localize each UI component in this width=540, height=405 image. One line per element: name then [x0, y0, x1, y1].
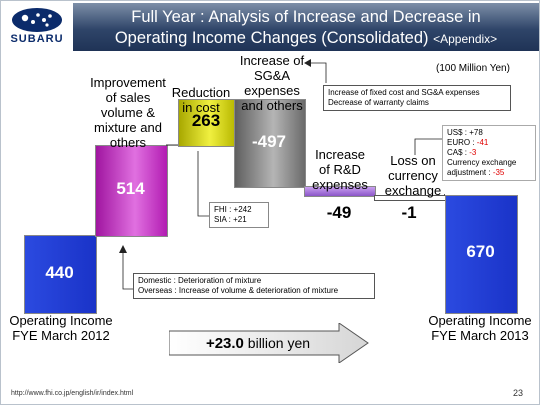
label-improvement-line: volume & — [100, 105, 156, 120]
brand-name: SUBARU — [10, 33, 64, 45]
fx-euro-label: EURO : — [447, 138, 477, 147]
waterfall-bar — [234, 99, 306, 188]
fx-ca-value: -3 — [469, 148, 477, 157]
label-fx-line: exchange — [384, 183, 442, 198]
fx-adj-value: -35 — [492, 168, 505, 177]
label-improvement-line: of sales — [105, 90, 151, 105]
label-sga: Increase of SG&A expenses and others — [227, 53, 317, 113]
bar-value-label: -1 — [401, 202, 417, 222]
label-start-line: FYE March 2012 — [12, 328, 110, 343]
unit-label: (100 Million Yen) — [436, 63, 510, 74]
waterfall-bar — [95, 145, 168, 237]
waterfall-bar — [445, 194, 518, 314]
label-rd-line: Increase — [315, 147, 365, 162]
label-improvement-line: mixture and — [94, 120, 162, 135]
page-title-line2-text: Operating Income Changes (Consolidated) — [114, 29, 429, 47]
page-title-line2: Operating Income Changes (Consolidated) … — [73, 29, 539, 48]
note-line: Overseas : Increase of volume & deterior… — [138, 286, 339, 295]
note-line: Currency exchange — [447, 158, 517, 167]
sga-leader-line — [311, 62, 327, 83]
bar-value-label: -49 — [326, 202, 352, 222]
appendix-tag: <Appendix> — [433, 32, 498, 46]
mixture-leader-arrow — [119, 245, 127, 253]
sga-leader-arrow — [304, 59, 311, 67]
note-line: FHI : +242 — [214, 205, 252, 214]
total-change-label: +23.0 billion yen — [173, 335, 343, 352]
note-line: SIA : +21 — [214, 215, 247, 224]
title-banner: Full Year : Analysis of Increase and Dec… — [73, 3, 539, 51]
subaru-logo: SUBARU — [5, 7, 69, 49]
note-line: EURO : -41 — [447, 138, 531, 148]
label-cost: Reduction in cost — [166, 85, 236, 115]
total-change-arrow-icon — [169, 323, 369, 363]
label-cost-line: Reduction — [171, 85, 231, 100]
label-cost-line: in cost — [182, 100, 220, 115]
note-line: Decrease of warranty claims — [328, 98, 429, 107]
fx-leader-line — [414, 138, 442, 155]
pleiades-emblem-icon — [12, 8, 62, 32]
label-fx: Loss on currency exchange — [373, 153, 453, 198]
total-change-value: 23.0 — [214, 335, 244, 352]
mixture-leader-line — [122, 249, 133, 290]
mixture-note: Domestic : Deterioration of mixture Over… — [133, 273, 375, 299]
label-improvement: Improvement of sales volume & mixture an… — [83, 75, 173, 150]
cost-breakdown-note: FHI : +242 SIA : +21 — [209, 202, 269, 228]
waterfall-bar — [304, 186, 376, 197]
footer-url[interactable]: http://www.fhi.co.jp/english/ir/index.ht… — [11, 390, 134, 397]
page-number: 23 — [513, 388, 524, 398]
bar-value-label: 263 — [191, 111, 221, 131]
bar-value-label: 670 — [466, 242, 495, 262]
note-line: CA$ : -3 — [447, 148, 531, 158]
fx-note: US$ : +78 EURO : -41 CA$ : -3 Currency e… — [442, 125, 536, 181]
label-start: Operating Income FYE March 2012 — [3, 313, 119, 343]
bar-value-label: -497 — [251, 131, 287, 151]
label-sga-line: SG&A — [253, 68, 291, 83]
cost-leader-line — [197, 151, 209, 217]
fx-euro-value: -41 — [476, 138, 489, 147]
fx-ca-label: CA$ : — [447, 148, 470, 157]
label-end-line: Operating Income — [428, 313, 532, 328]
label-start-line: Operating Income — [9, 313, 113, 328]
bar-value-label: 514 — [116, 179, 145, 199]
fx-adj-label: adjustment : — [447, 168, 493, 177]
note-line: Domestic : Deterioration of mixture — [138, 276, 262, 285]
total-change-suffix: billion yen — [243, 335, 311, 351]
label-fx-line: currency — [388, 168, 438, 183]
waterfall-bar — [24, 235, 97, 314]
label-end: Operating Income FYE March 2013 — [421, 313, 539, 343]
note-line: Increase of fixed cost and SG&A expenses — [328, 88, 480, 97]
label-improvement-line: Improvement — [90, 75, 166, 90]
sga-note: Increase of fixed cost and SG&A expenses… — [323, 85, 511, 111]
label-rd: Increase of R&D expenses — [305, 147, 375, 192]
label-improvement-line: others — [109, 135, 147, 150]
label-rd-line: expenses — [312, 177, 368, 192]
label-sga-line: Increase of — [239, 53, 305, 68]
label-sga-line: expenses — [244, 83, 300, 98]
page-title-line1: Full Year : Analysis of Increase and Dec… — [131, 8, 481, 26]
label-fx-line: Loss on — [390, 153, 436, 168]
label-sga-line: and others — [241, 98, 303, 113]
total-change-prefix: + — [205, 335, 215, 352]
waterfall-bar — [178, 99, 236, 148]
label-rd-line: of R&D — [319, 162, 361, 177]
note-line: US$ : +78 — [447, 128, 483, 137]
bar-value-label: 440 — [45, 262, 74, 282]
label-end-line: FYE March 2013 — [431, 328, 529, 343]
note-line: adjustment : -35 — [447, 168, 531, 178]
